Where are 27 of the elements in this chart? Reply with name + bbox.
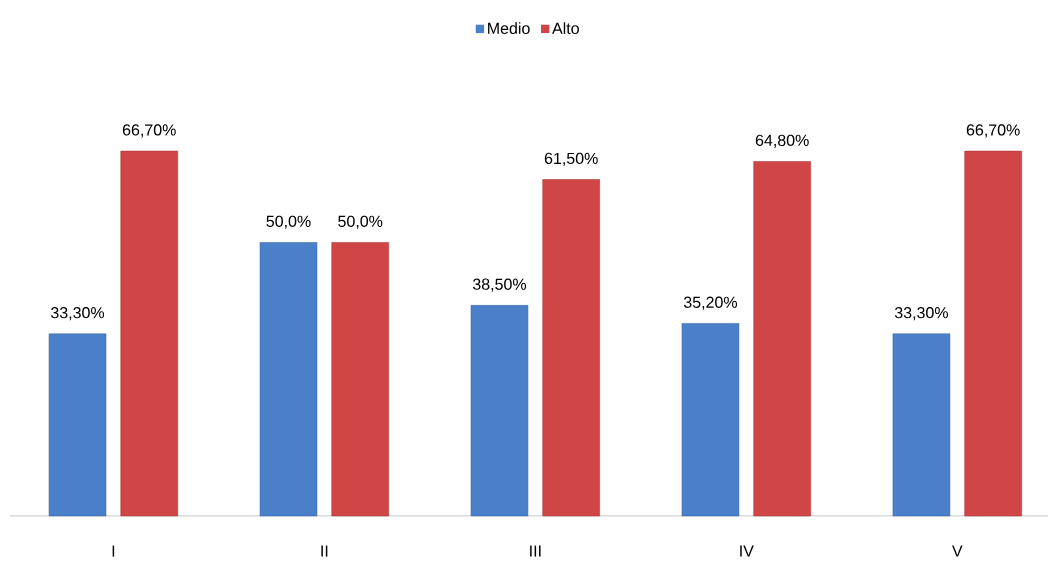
data-label: 33,30% bbox=[50, 307, 105, 321]
x-tick-label: I bbox=[112, 545, 115, 557]
data-label: 33,30% bbox=[894, 307, 948, 321]
x-tick-label: V bbox=[952, 545, 963, 557]
bar bbox=[753, 161, 811, 517]
x-tick-label: III bbox=[530, 545, 541, 557]
data-label: 35,20% bbox=[683, 296, 738, 310]
bar bbox=[259, 242, 318, 517]
legend-label: Alto bbox=[552, 22, 579, 35]
bar bbox=[470, 305, 529, 517]
bar bbox=[542, 179, 600, 517]
data-label: 64,80% bbox=[755, 134, 809, 148]
data-label: 50,0% bbox=[338, 215, 383, 229]
bar bbox=[120, 150, 178, 517]
data-label: 66,70% bbox=[122, 124, 176, 138]
legend-label: Medio bbox=[488, 22, 530, 35]
data-label: 66,70% bbox=[966, 124, 1020, 138]
bar bbox=[892, 333, 951, 517]
bar bbox=[48, 333, 107, 517]
data-label: 50,0% bbox=[266, 215, 311, 229]
x-tick-label: II bbox=[321, 545, 328, 557]
bar bbox=[681, 323, 740, 517]
bar bbox=[331, 242, 389, 517]
data-label: 61,50% bbox=[544, 152, 598, 166]
bar bbox=[964, 150, 1022, 517]
x-tick-label: IV bbox=[740, 545, 754, 557]
data-label: 38,50% bbox=[472, 278, 527, 292]
